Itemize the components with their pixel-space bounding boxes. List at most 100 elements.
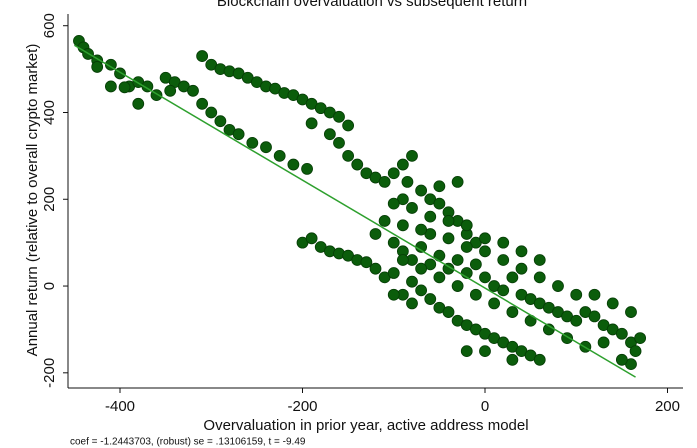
point [588,310,601,323]
point [533,353,546,366]
point [451,176,464,188]
point [460,241,473,253]
point [323,128,336,141]
chart-title: Blockchain overvaluation vs subsequent r… [217,0,527,10]
point [451,280,464,292]
y-tick-label: -200 [41,358,58,388]
point [378,176,391,188]
point [415,184,428,197]
point [629,345,642,358]
point [104,80,117,93]
point [104,58,117,71]
point [533,271,546,284]
point [187,84,199,97]
point [396,158,409,171]
point [287,158,300,171]
point [342,149,355,162]
point [214,115,227,128]
point [515,262,528,275]
point [305,232,318,245]
point [415,284,428,297]
point [634,332,647,345]
x-tick-label: 0 [481,398,489,415]
point [333,110,345,123]
point [378,215,391,227]
point [260,141,272,154]
point [479,271,491,284]
point [606,297,619,310]
point [433,271,446,284]
point [442,306,455,318]
point [387,267,400,279]
point [196,50,209,62]
point [497,254,510,266]
point [588,288,601,301]
point [205,106,218,119]
point [305,117,318,130]
point [488,297,501,310]
point [479,345,491,358]
point [387,236,400,249]
point [442,262,455,275]
point [91,61,104,73]
point [396,219,409,232]
point [424,210,437,223]
point [479,232,491,245]
point [570,288,583,301]
point [387,197,400,210]
point [625,306,637,318]
point [570,314,583,327]
point [369,228,382,240]
point [164,84,177,97]
point [469,288,482,301]
point [369,262,382,275]
point [533,254,546,266]
point [387,167,400,180]
point [497,236,510,249]
point [433,180,446,193]
y-tick-label: 400 [41,100,58,125]
point [406,202,418,214]
point [118,81,131,94]
point [442,232,455,245]
point [232,128,245,141]
y-tick-label: 200 [41,187,58,212]
point [424,293,437,305]
point [132,97,145,110]
point [460,345,473,358]
footnote: coef = -1.2443703, (robust) se = .131061… [70,437,306,448]
point [506,271,519,284]
point [460,219,473,232]
point [615,353,628,366]
y-axis-label: Annual return (relative to overall crypt… [24,44,41,357]
fit-line [74,44,636,378]
point [342,119,355,132]
point [451,254,464,266]
point [406,149,418,162]
point [597,336,610,349]
x-tick-label: 200 [655,398,680,415]
point [406,297,418,310]
point [333,136,345,149]
point [615,327,628,340]
point [415,223,428,236]
y-tick-label: 0 [41,282,58,290]
x-axis-label: Overvaluation in prior year, active addr… [203,417,528,434]
point [497,284,510,297]
point [442,215,455,227]
point [401,176,414,188]
point [433,197,446,210]
point [552,280,564,292]
point [351,158,364,171]
point [406,275,418,288]
point [387,288,400,301]
point [396,254,409,266]
point [246,136,259,149]
x-tick-label: -200 [287,398,317,415]
point [273,149,286,162]
point [469,258,482,271]
point [506,306,519,318]
point [415,262,428,275]
